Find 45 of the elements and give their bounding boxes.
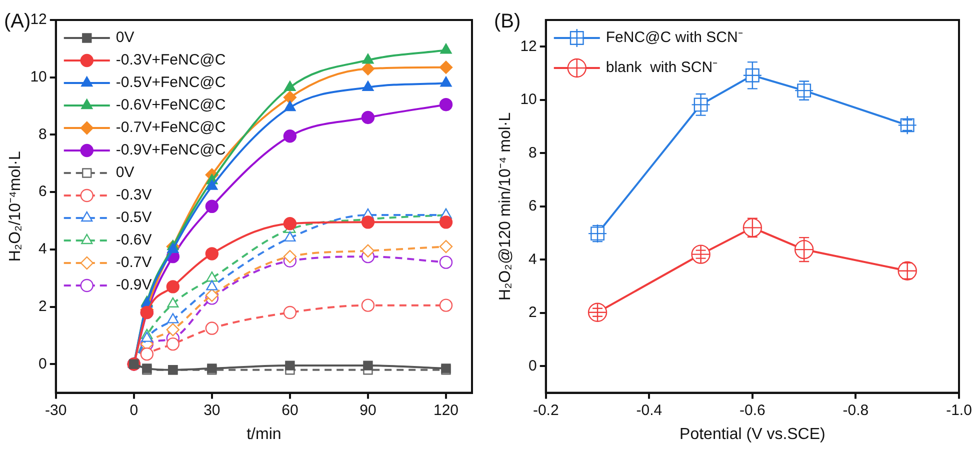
y-tick-label: 8 [38, 126, 47, 143]
y-tick-label: 2 [38, 298, 47, 315]
y-tick-label: 6 [38, 183, 47, 200]
y-tick-label: 0 [38, 355, 47, 372]
legend-label: -0.5V+FeNC@C [116, 74, 226, 92]
legend-label: -0.7V [116, 254, 152, 272]
legend-label: -0.7V+FeNC@C [116, 119, 226, 136]
chart-title: (A) [4, 10, 31, 33]
y-tick-label: 2 [528, 304, 537, 322]
x-tick-label: -0.4 [636, 402, 662, 419]
x-tick-label: -0.2 [532, 402, 559, 419]
y-axis-title: H₂O₂@120 min/10⁻⁴ mol·L [497, 112, 514, 300]
x-tick-label: 0 [130, 402, 138, 419]
x-tick-label: 90 [360, 402, 376, 419]
y-tick-label: 4 [38, 240, 47, 258]
y-tick-label: 10 [520, 91, 537, 108]
chart-title: (B) [494, 10, 521, 33]
legend-label: -0.3V+FeNC@C [116, 52, 226, 69]
x-axis-title: Potential (V vs.SCE) [680, 426, 826, 443]
x-tick-label: 120 [433, 402, 459, 419]
x-tick-label: 60 [282, 402, 298, 419]
legend-label: 0V [116, 164, 134, 182]
legend-label: -0.6V [116, 232, 152, 249]
x-tick-label: 30 [204, 402, 220, 419]
y-tick-label: 12 [30, 11, 47, 28]
x-axis-title: t/min [246, 426, 282, 443]
legend-label: -0.3V [116, 186, 152, 204]
legend-label: 0V [116, 29, 134, 46]
legend-label: FeNC@C with SCN⁻ [606, 29, 743, 46]
x-tick-label: -0.8 [842, 402, 869, 419]
legend-label: -0.5V [116, 209, 152, 226]
y-tick-label: 8 [528, 144, 537, 162]
legend-label: -0.6V+FeNC@C [116, 96, 226, 114]
y-axis-title: H₂O₂/10⁻⁴mol·L [7, 151, 24, 262]
legend-label: -0.9V [116, 276, 152, 294]
y-tick-label: 12 [520, 38, 537, 55]
y-tick-label: 0 [528, 357, 537, 374]
y-tick-label: 10 [30, 68, 47, 86]
y-tick-label: 6 [528, 198, 537, 215]
legend-label: -0.9V+FeNC@C [116, 142, 226, 159]
x-tick-label: -0.6 [740, 402, 766, 419]
legend-label: blank with SCN⁻ [606, 59, 718, 76]
y-tick-label: 4 [528, 250, 537, 268]
x-tick-label: -30 [45, 402, 67, 419]
x-tick-label: -1.0 [946, 402, 972, 419]
